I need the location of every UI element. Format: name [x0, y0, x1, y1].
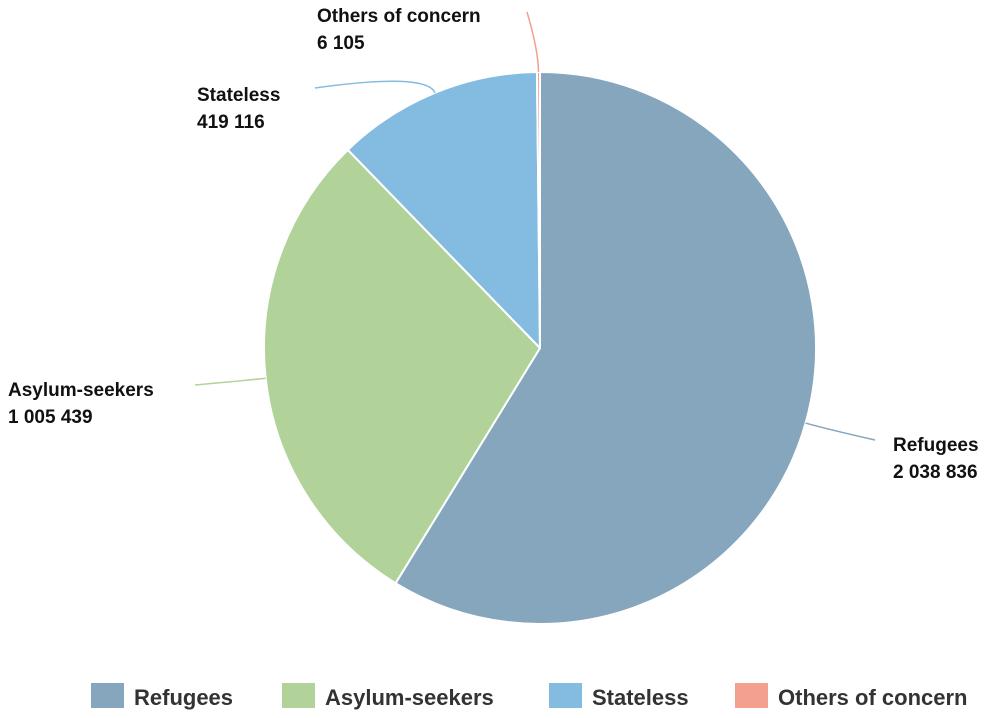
legend-item-asylum-seekers[interactable]: Asylum-seekers — [282, 683, 494, 710]
connector-stateless — [314, 80, 436, 94]
legend-swatch-refugees — [91, 683, 124, 708]
connector-asylum-seekers — [194, 377, 266, 386]
legend-item-refugees[interactable]: Refugees — [91, 683, 233, 710]
legend-item-stateless[interactable]: Stateless — [549, 683, 689, 710]
legend-label-stateless: Stateless — [592, 685, 689, 710]
connector-refugees — [805, 422, 876, 441]
pie-slice-others-of-concern[interactable] — [535, 71, 541, 349]
legend-label-others-of-concern: Others of concern — [778, 685, 967, 710]
pie-slice-asylum-seekers[interactable] — [263, 148, 541, 585]
legend-swatch-others-of-concern — [735, 683, 768, 708]
legend-swatch-asylum-seekers — [282, 683, 315, 708]
pie-slice-refugees[interactable] — [394, 71, 817, 625]
slice-label-stateless-value: 419 116 — [197, 112, 265, 133]
slice-label-asylum-seekers-name: Asylum-seekers — [8, 380, 154, 401]
slice-label-asylum-seekers-value: 1 005 439 — [8, 407, 93, 428]
connector-others-of-concern — [526, 11, 540, 73]
slice-label-stateless-name: Stateless — [197, 85, 280, 106]
legend: Refugees Asylum-seekers Stateless Others… — [91, 683, 967, 710]
legend-item-others-of-concern[interactable]: Others of concern — [735, 683, 967, 710]
slice-label-refugees-name: Refugees — [893, 435, 979, 456]
slice-label-others-name: Others of concern — [317, 6, 481, 27]
slice-label-refugees-value: 2 038 836 — [893, 462, 978, 483]
legend-swatch-stateless — [549, 683, 582, 708]
slice-label-others-value: 6 105 — [317, 33, 365, 54]
slice-labels: Refugees 2 038 836 Asylum-seekers 1 005 … — [8, 6, 979, 483]
label-connectors — [194, 11, 876, 441]
pie-slice-stateless[interactable] — [346, 71, 541, 349]
legend-label-asylum-seekers: Asylum-seekers — [325, 685, 494, 710]
pie-slices — [263, 71, 817, 625]
legend-label-refugees: Refugees — [134, 685, 233, 710]
